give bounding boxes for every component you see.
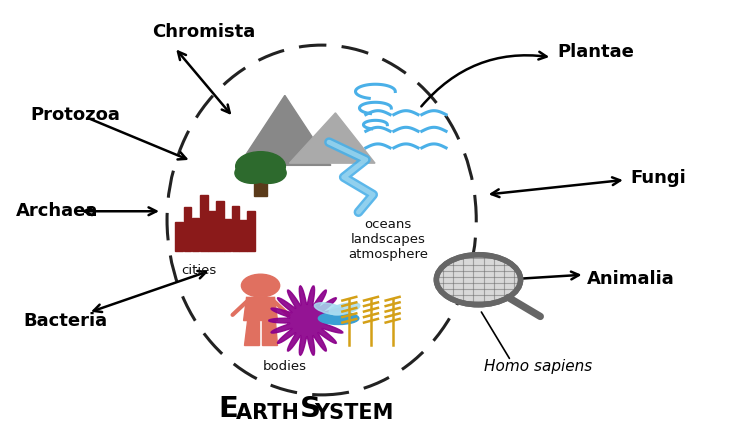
Text: S: S (299, 395, 321, 423)
Circle shape (436, 255, 520, 305)
Text: Protozoa: Protozoa (31, 106, 120, 124)
Text: YSTEM: YSTEM (314, 403, 394, 423)
Polygon shape (231, 206, 239, 251)
Polygon shape (262, 321, 277, 345)
Text: Fungi: Fungi (631, 169, 687, 187)
Polygon shape (224, 219, 231, 251)
Text: Bacteria: Bacteria (24, 312, 108, 330)
Polygon shape (191, 218, 200, 251)
Text: bodies: bodies (263, 360, 307, 373)
Polygon shape (208, 211, 216, 251)
Text: cities: cities (181, 264, 217, 277)
Polygon shape (239, 220, 247, 251)
Text: Plantae: Plantae (557, 43, 634, 61)
Circle shape (235, 163, 270, 183)
Polygon shape (200, 195, 208, 251)
Polygon shape (175, 222, 183, 251)
Polygon shape (244, 297, 277, 321)
Ellipse shape (319, 312, 359, 324)
Text: ARTH: ARTH (236, 403, 306, 423)
Polygon shape (184, 208, 191, 251)
Polygon shape (254, 179, 267, 196)
Polygon shape (290, 113, 375, 163)
Ellipse shape (329, 303, 360, 315)
Text: Animalia: Animalia (587, 270, 675, 288)
Circle shape (236, 152, 285, 181)
Text: oceans
landscapes
atmosphere: oceans landscapes atmosphere (348, 218, 428, 261)
Text: Chromista: Chromista (152, 23, 256, 41)
Polygon shape (269, 286, 345, 356)
Text: Homo sapiens: Homo sapiens (483, 359, 592, 374)
Polygon shape (239, 95, 331, 165)
Text: Archaea: Archaea (16, 202, 98, 220)
Text: E: E (219, 395, 239, 423)
Circle shape (251, 163, 286, 183)
Circle shape (242, 274, 279, 297)
Polygon shape (244, 321, 259, 345)
Ellipse shape (314, 303, 345, 315)
Polygon shape (216, 201, 224, 251)
Polygon shape (248, 211, 255, 251)
